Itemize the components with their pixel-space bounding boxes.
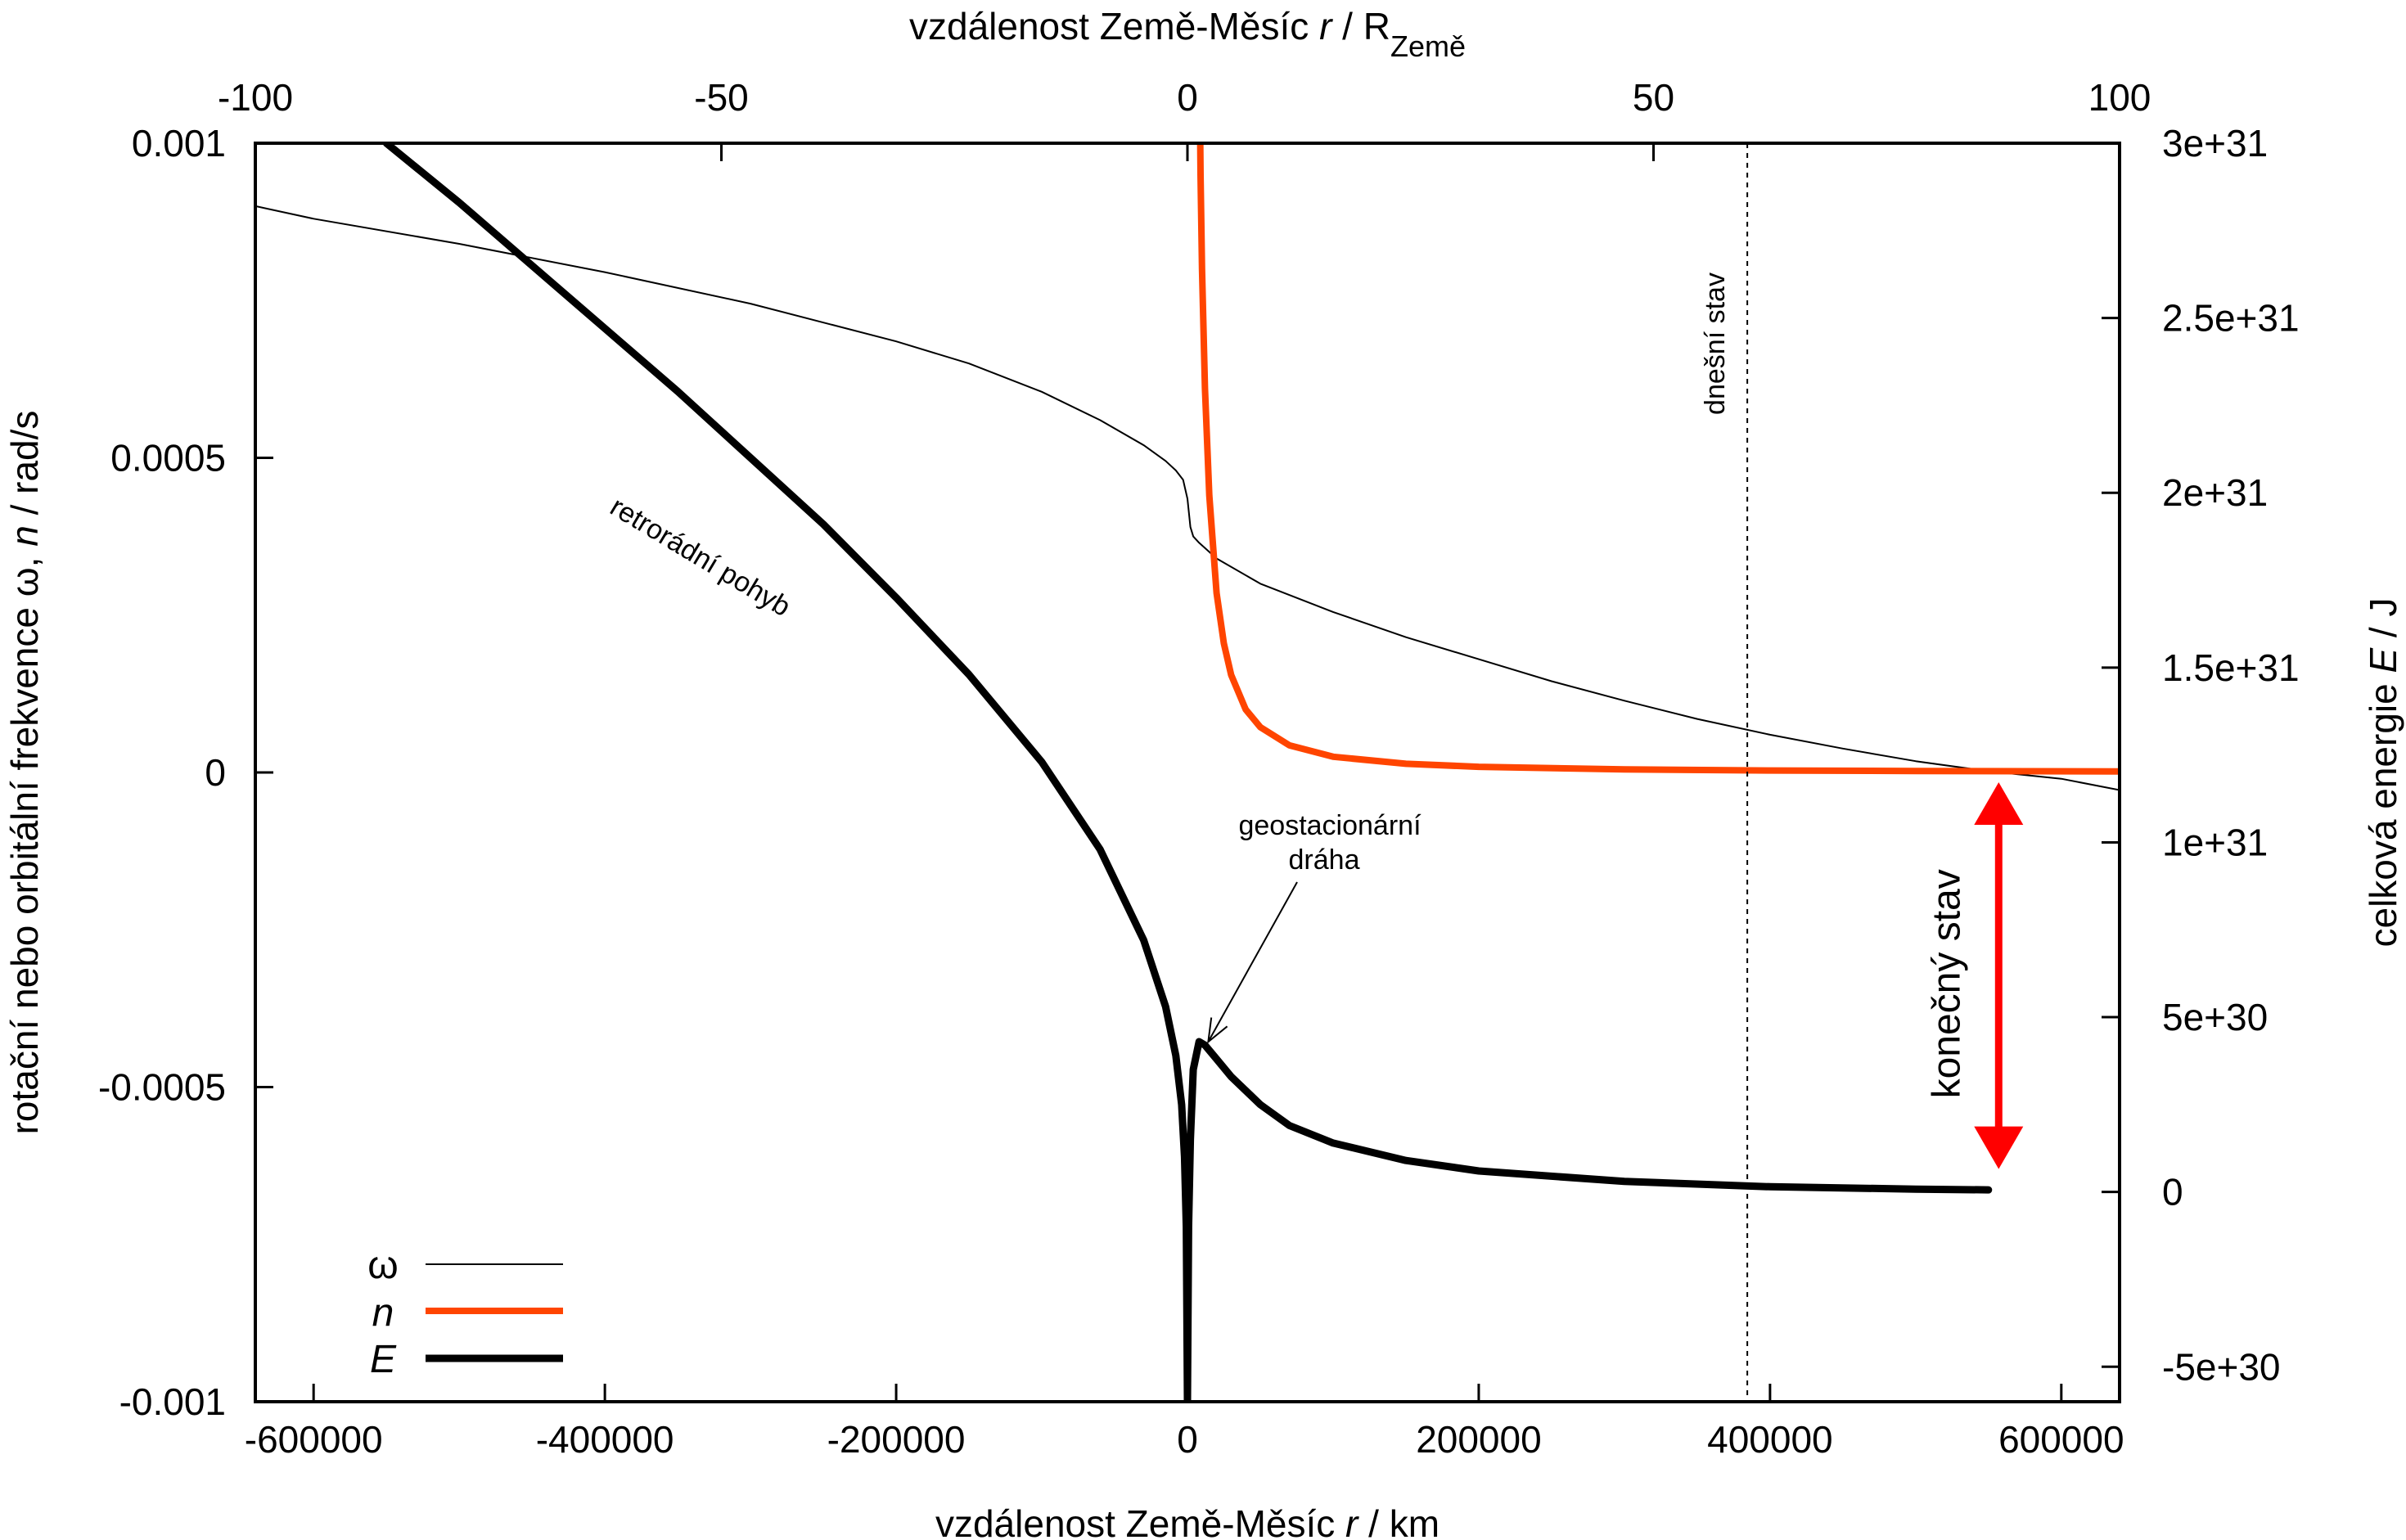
- geostationary-label-line1: geostacionární: [1238, 810, 1422, 841]
- final-state-arrow-head-bottom: [1974, 1126, 2024, 1169]
- y2-tick-label-5: 5e+30: [2162, 996, 2268, 1038]
- series-line-n: [1196, 143, 2120, 775]
- x-tick-label-6: 600000: [1998, 1418, 2124, 1461]
- y2-tick-label-7: -5e+30: [2162, 1345, 2281, 1388]
- legend-label-e: E: [370, 1338, 397, 1381]
- present-state-label: dnešní stav: [1700, 272, 1731, 415]
- y-tick-label-2: 0: [205, 751, 226, 794]
- x2-tick-label-1: -50: [694, 76, 748, 119]
- y2-tick-label-6: 0: [2162, 1171, 2183, 1214]
- y2-tick-label-4: 1e+31: [2162, 821, 2268, 863]
- x-tick-label-4: 200000: [1416, 1418, 1542, 1461]
- x2-tick-label-3: 50: [1633, 76, 1674, 119]
- x2-axis-title: vzdálenost Země-Měsíc r / RZemě: [909, 5, 1466, 63]
- x-tick-label-0: -600000: [245, 1418, 383, 1461]
- y-tick-label-0: 0.001: [132, 122, 226, 164]
- x2-tick-label-2: 0: [1177, 76, 1198, 119]
- x-axis-title: vzdálenost Země-Měsíc r / km: [935, 1502, 1440, 1540]
- y2-tick-label-2: 2e+31: [2162, 471, 2268, 514]
- legend-label-omega: ω: [367, 1244, 398, 1287]
- geostationary-label-line2: dráha: [1289, 844, 1360, 876]
- x-tick-label-2: -200000: [827, 1418, 966, 1461]
- y-tick-label-4: -0.001: [119, 1380, 226, 1423]
- legend: ω n E: [367, 1244, 563, 1381]
- series-line-omega: [255, 205, 2120, 791]
- x-tick-label-5: 400000: [1707, 1418, 1833, 1461]
- retrograde-label: retrorádní pohyb: [605, 491, 795, 623]
- legend-label-n: n: [372, 1291, 394, 1335]
- y-tick-label-1: 0.0005: [110, 437, 226, 480]
- final-state-arrow-head-top: [1974, 782, 2024, 825]
- geostationary-arrow-line: [1207, 881, 1298, 1042]
- series-line-e: [382, 143, 1993, 1402]
- y2-tick-label-0: 3e+31: [2162, 122, 2268, 164]
- y-axis-title: rotační nebo orbitální frekvence ω, n / …: [3, 411, 46, 1135]
- y-tick-label-3: -0.0005: [98, 1066, 226, 1109]
- x-tick-label-3: 0: [1177, 1418, 1198, 1461]
- final-state-label: konečný stav: [1925, 869, 1968, 1098]
- y2-axis-title: celková energie E / J: [2362, 597, 2404, 947]
- geostationary-arrow-head: [1207, 1017, 1228, 1044]
- y2-tick-label-1: 2.5e+31: [2162, 297, 2300, 340]
- x2-tick-label-4: 100: [2088, 76, 2151, 119]
- x-tick-label-1: -400000: [536, 1418, 674, 1461]
- y2-tick-label-3: 1.5e+31: [2162, 646, 2300, 689]
- x2-tick-label-0: -100: [218, 76, 293, 119]
